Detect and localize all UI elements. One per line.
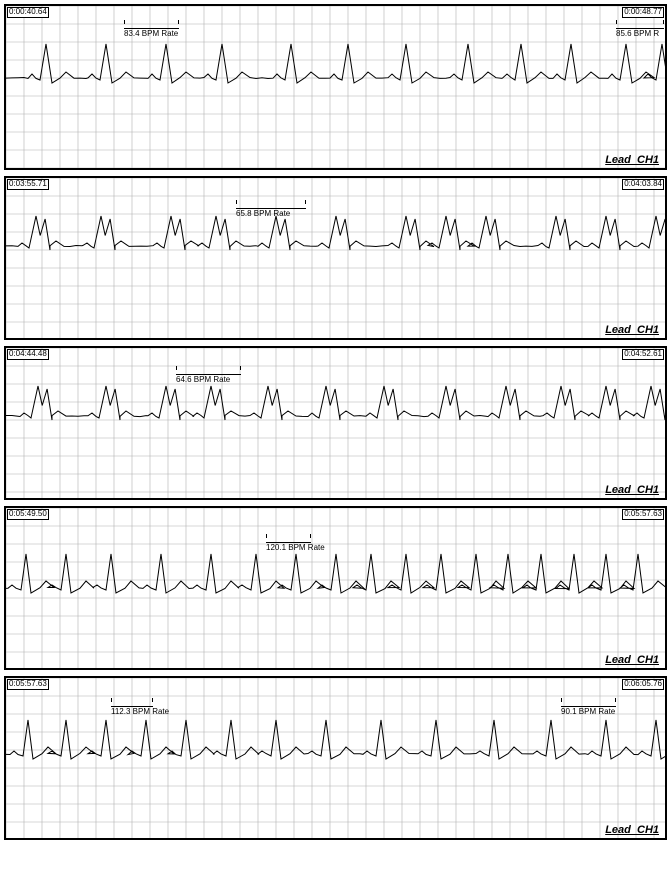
bpm-rate-marker: 64.6 BPM Rate — [176, 370, 241, 384]
time-start-label: 0:04:44.48 — [7, 349, 49, 360]
time-end-label: 0:04:52.61 — [622, 349, 664, 360]
lead-label: Lead_CH1 — [603, 154, 661, 166]
time-start-label: 0:03:55.71 — [7, 179, 49, 190]
lead-label: Lead_CH1 — [603, 324, 661, 336]
bpm-rate-text: 64.6 BPM Rate — [176, 375, 230, 384]
bpm-rate-marker: 90.1 BPM Rate — [561, 702, 616, 716]
time-start-label: 0:05:57.63 — [7, 679, 49, 690]
ecg-strips-container: 0:00:40.64 0:00:48.77 Lead_CH1 83.4 BPM Ra… — [4, 4, 667, 840]
ecg-strip-4: 0:05:49.50 0:05:57.63 Lead_CH1 120.1 BPM R… — [4, 506, 667, 670]
bpm-rate-text: 112.3 BPM Rate — [111, 707, 169, 716]
time-end-label: 0:00:48.77 — [622, 7, 664, 18]
lead-label: Lead_CH1 — [603, 654, 661, 666]
bpm-rate-text: 83.4 BPM Rate — [124, 29, 178, 38]
bpm-rate-text: 85.6 BPM R — [616, 29, 659, 38]
bpm-rate-marker: 120.1 BPM Rate — [266, 538, 311, 552]
bpm-rate-text: 90.1 BPM Rate — [561, 707, 615, 716]
bpm-rate-marker: 65.8 BPM Rate — [236, 204, 306, 218]
bpm-rate-marker: 112.3 BPM Rate — [111, 702, 153, 716]
ecg-strip-1: 0:00:40.64 0:00:48.77 Lead_CH1 83.4 BPM Ra… — [4, 4, 667, 170]
bpm-rate-text: 120.1 BPM Rate — [266, 543, 325, 552]
ecg-strip-2: 0:03:55.71 0:04:03.84 Lead_CH1 65.8 BPM Ra… — [4, 176, 667, 340]
bpm-rate-text: 65.8 BPM Rate — [236, 209, 290, 218]
lead-label: Lead_CH1 — [603, 484, 661, 496]
time-end-label: 0:04:03.84 — [622, 179, 664, 190]
time-end-label: 0:05:57.63 — [622, 509, 664, 520]
bpm-rate-marker: 85.6 BPM R — [616, 24, 664, 38]
lead-label: Lead_CH1 — [603, 824, 661, 836]
time-start-label: 0:00:40.64 — [7, 7, 49, 18]
time-end-label: 0:06:05.76 — [622, 679, 664, 690]
ecg-strip-5: 0:05:57.63 0:06:05.76 Lead_CH1 112.3 BPM R… — [4, 676, 667, 840]
time-start-label: 0:05:49.50 — [7, 509, 49, 520]
bpm-rate-marker: 83.4 BPM Rate — [124, 24, 179, 38]
ecg-strip-3: 0:04:44.48 0:04:52.61 Lead_CH1 64.6 BPM Ra… — [4, 346, 667, 500]
